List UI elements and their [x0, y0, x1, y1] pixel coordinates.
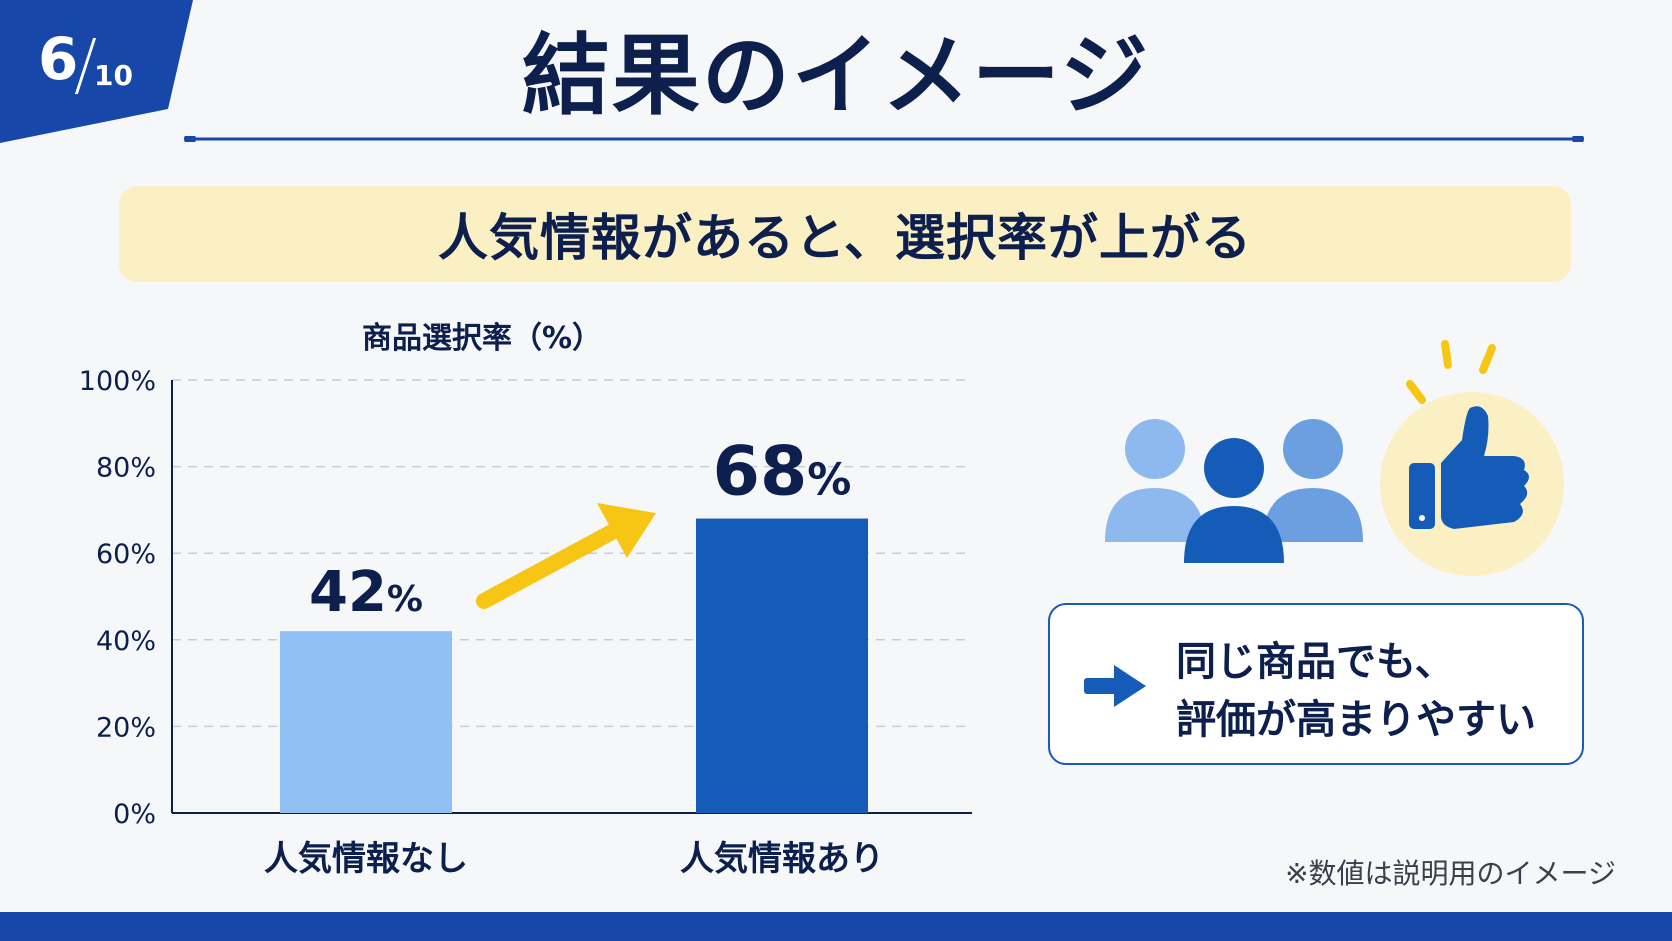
key-message-text: 人気情報があると、選択率が上がる: [438, 209, 1252, 267]
growth-arrow-head: [597, 503, 656, 558]
page-badge: 6 10: [0, 0, 200, 145]
note-box: 同じ商品でも、 評価が高まりやすい: [1048, 603, 1584, 765]
y-tick-label: 20%: [96, 712, 156, 743]
y-tick-label: 60%: [96, 539, 156, 570]
bar-2: [696, 518, 868, 813]
y-tick-label: 0%: [113, 799, 156, 830]
x-tick-label: 人気情報なし: [264, 839, 468, 879]
note-line-1: 同じ商品でも、: [1176, 639, 1455, 685]
key-message-banner: 人気情報があると、選択率が上がる: [119, 186, 1571, 282]
page-total: 10: [94, 59, 133, 92]
thumbs-up-icon: [1380, 340, 1564, 576]
data-label-2: 68%: [713, 433, 852, 512]
page-number: 6: [38, 25, 79, 93]
growth-arrow-shaft: [476, 524, 620, 609]
people-group-icon: [1105, 419, 1363, 563]
footer-bar: [0, 912, 1672, 941]
footnote: ※数値は説明用のイメージ: [1285, 857, 1616, 890]
data-label-1: 42%: [309, 560, 423, 625]
bar-1: [280, 631, 452, 813]
y-tick-label: 80%: [96, 453, 156, 484]
arrow-right-icon: [1084, 665, 1146, 707]
y-tick-label: 40%: [96, 626, 156, 657]
illustration: [1105, 340, 1564, 576]
note-line-2: 評価が高まりやすい: [1176, 697, 1536, 743]
bar-chart: 商品選択率（%） 0% 20% 40% 60% 80% 100% 人気情報なし 42% 人気情報あ…: [79, 321, 972, 879]
title-divider: [184, 136, 1584, 142]
note-text: 同じ商品でも、 評価が高まりやすい: [1176, 633, 1536, 749]
x-tick-label: 人気情報あり: [680, 839, 884, 879]
y-tick-label: 100%: [79, 366, 156, 397]
page-title: 結果のイメージ: [521, 24, 1151, 127]
y-axis-title: 商品選択率（%）: [362, 321, 602, 356]
